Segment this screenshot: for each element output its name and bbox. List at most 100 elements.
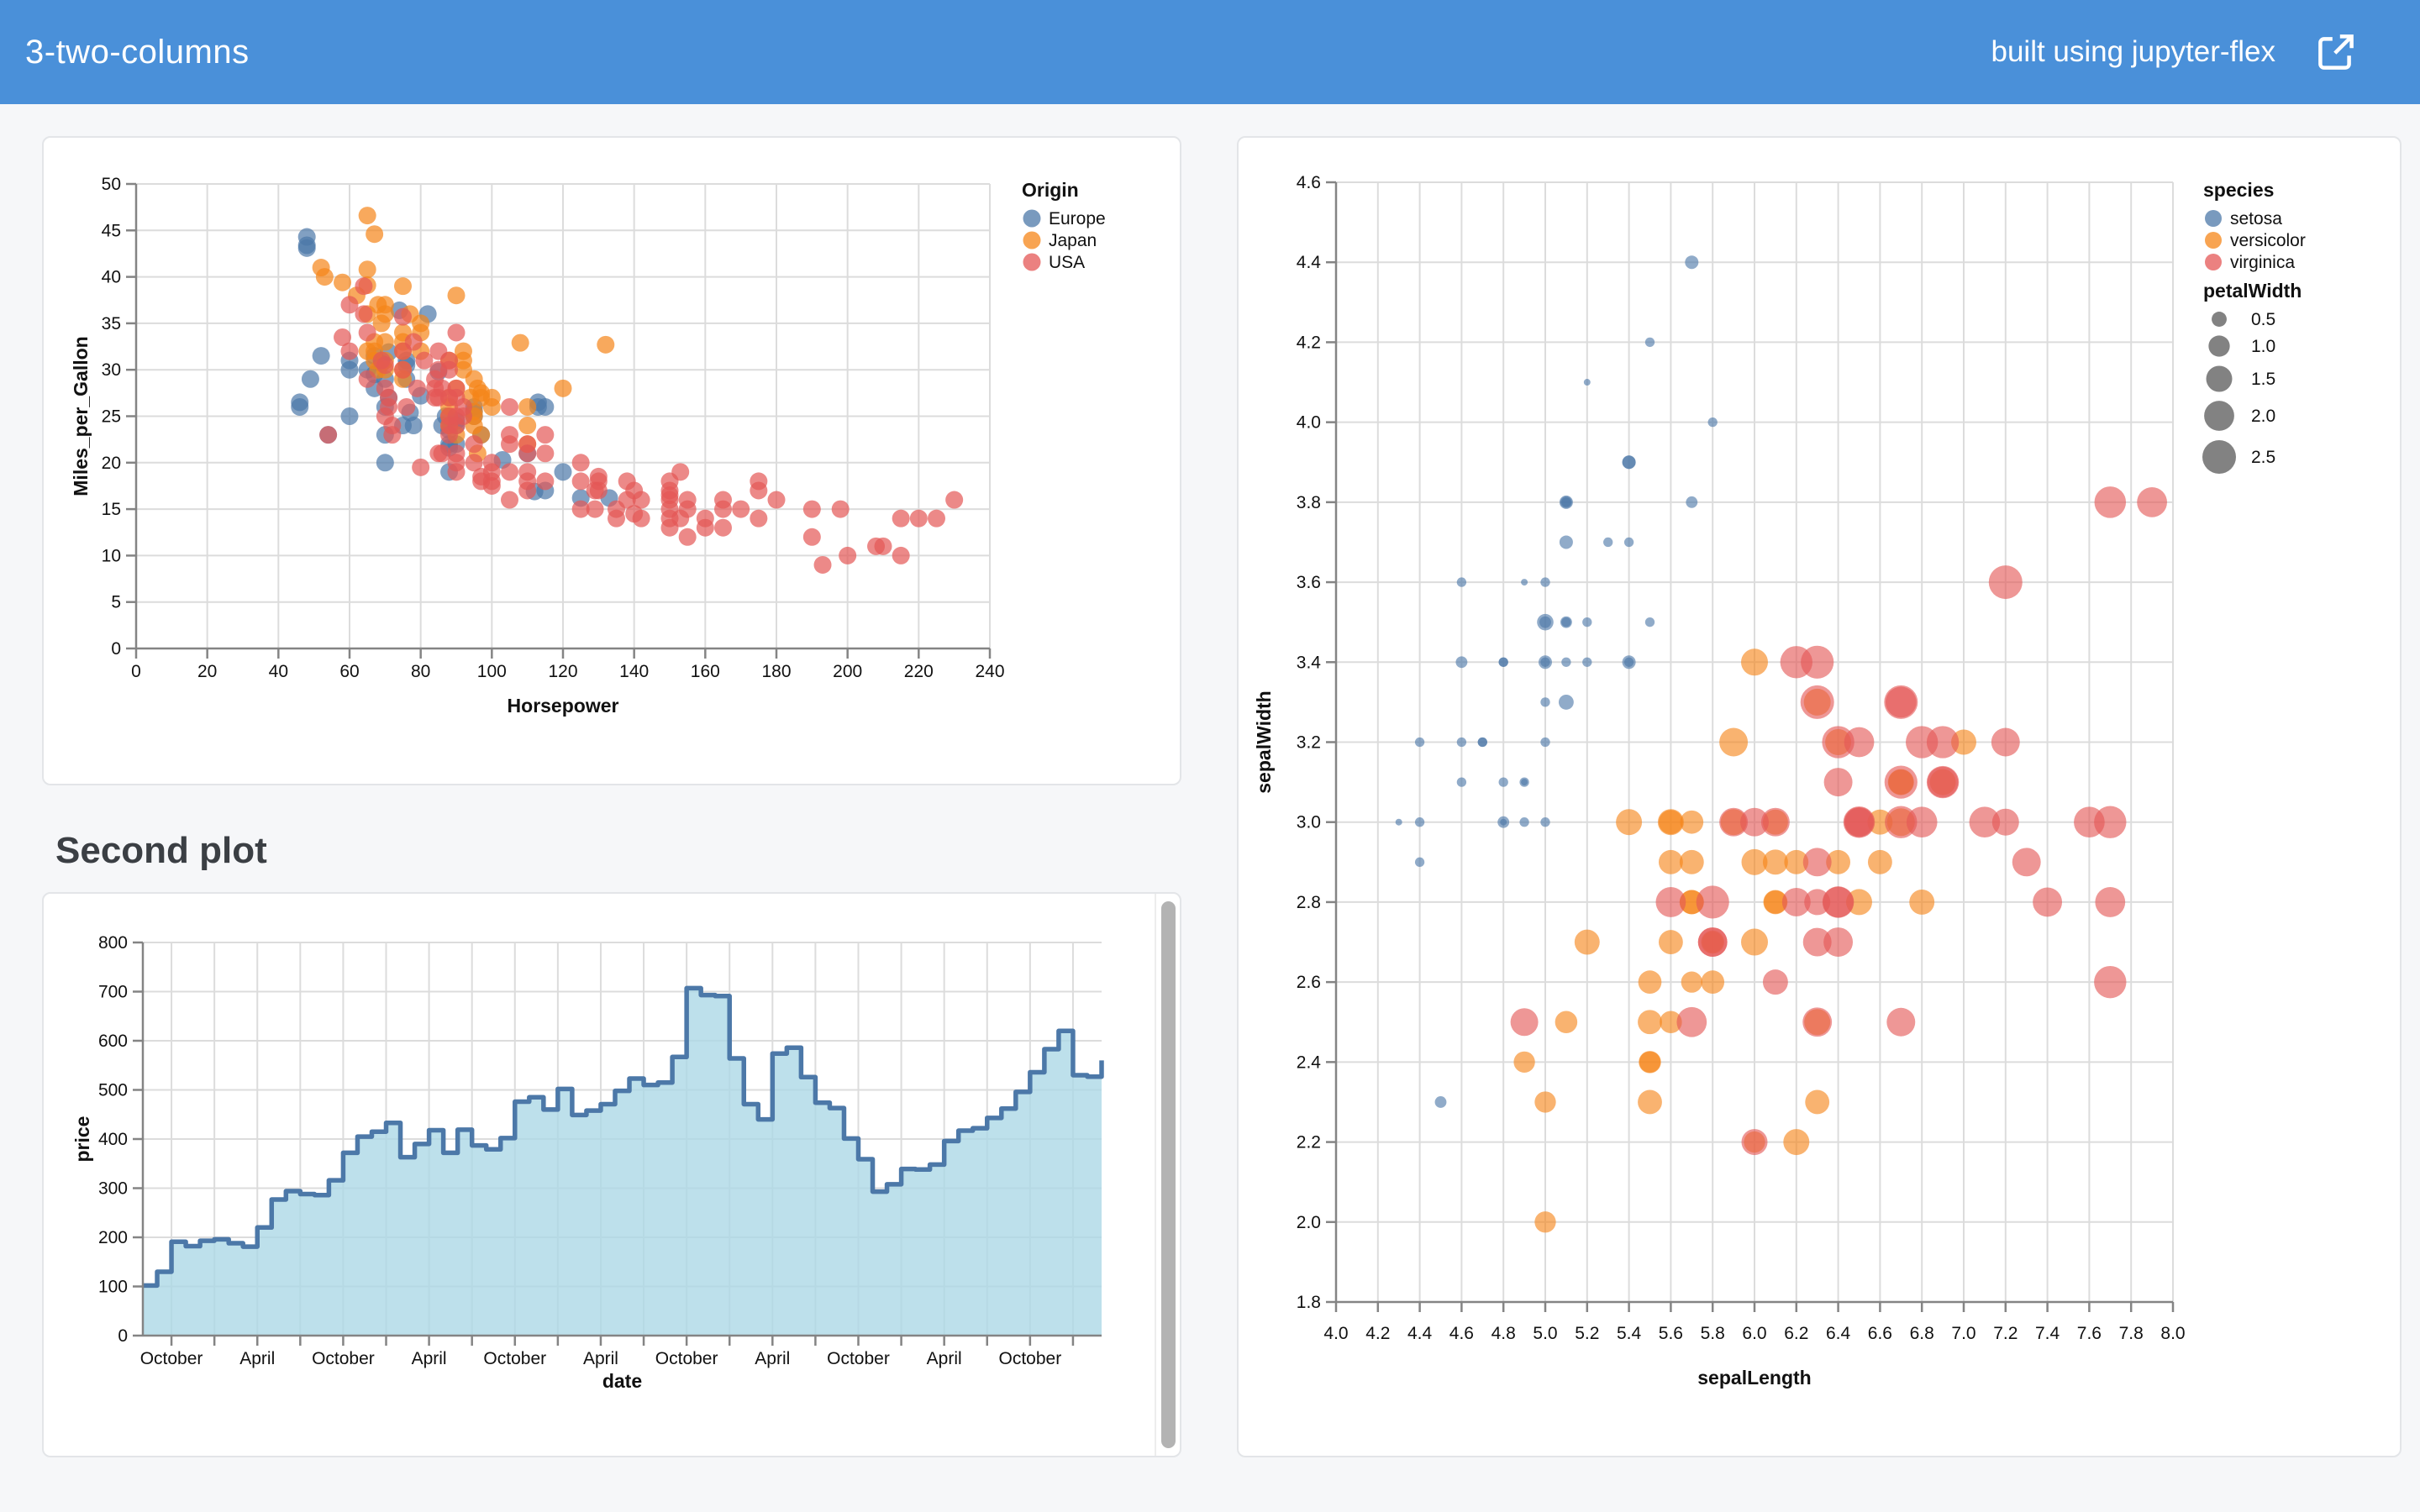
svg-text:4.0: 4.0 — [1323, 1324, 1348, 1343]
svg-text:2.0: 2.0 — [1297, 1213, 1321, 1232]
svg-text:20: 20 — [102, 454, 121, 473]
svg-text:200: 200 — [98, 1228, 128, 1247]
svg-text:4.6: 4.6 — [1449, 1324, 1474, 1343]
svg-text:3.0: 3.0 — [1297, 813, 1321, 832]
svg-text:April: April — [927, 1349, 962, 1368]
svg-text:3.6: 3.6 — [1297, 573, 1321, 592]
svg-text:October: October — [312, 1349, 375, 1368]
series-usa — [319, 277, 964, 574]
svg-text:5.4: 5.4 — [1617, 1324, 1642, 1343]
svg-text:2.5: 2.5 — [2251, 448, 2275, 467]
external-link-icon[interactable] — [2316, 32, 2356, 72]
svg-text:6.8: 6.8 — [1910, 1324, 1934, 1343]
svg-text:species: species — [2203, 179, 2274, 201]
scrollbar-thumb[interactable] — [1161, 901, 1176, 1448]
svg-text:40: 40 — [102, 268, 121, 287]
iris-points — [1395, 255, 2167, 1233]
svg-text:140: 140 — [619, 662, 649, 681]
svg-text:2.2: 2.2 — [1297, 1133, 1321, 1152]
svg-text:35: 35 — [102, 314, 121, 333]
svg-text:300: 300 — [98, 1179, 128, 1199]
svg-text:4.6: 4.6 — [1297, 173, 1321, 192]
svg-text:3.2: 3.2 — [1297, 733, 1321, 753]
svg-text:4.2: 4.2 — [1297, 333, 1321, 352]
svg-text:800: 800 — [98, 933, 128, 953]
iris-bubble-chart: 1.8 2.0 2.2 2.4 2.6 2.8 3.0 3.2 3.4 3.6 3.8 4.0 4.2 4… — [1253, 173, 2306, 1389]
scrollbar-track[interactable] — [1155, 894, 1180, 1456]
svg-text:October: October — [140, 1349, 203, 1368]
price-area-chart: 0 100 200 300 400 500 600 700 800 October April Oct… — [71, 933, 1104, 1392]
svg-text:April: April — [412, 1349, 447, 1368]
svg-text:30: 30 — [102, 360, 121, 380]
svg-text:500: 500 — [98, 1081, 128, 1100]
svg-text:sepalLength: sepalLength — [1697, 1367, 1811, 1389]
svg-text:7.4: 7.4 — [2035, 1324, 2060, 1343]
svg-text:15: 15 — [102, 500, 121, 519]
svg-text:0: 0 — [118, 1326, 128, 1346]
page-title: 3-two-columns — [25, 33, 250, 71]
svg-text:1.8: 1.8 — [1297, 1293, 1321, 1312]
svg-text:7.2: 7.2 — [1993, 1324, 2018, 1343]
svg-text:200: 200 — [833, 662, 862, 681]
svg-text:6.4: 6.4 — [1826, 1324, 1851, 1343]
svg-text:2.4: 2.4 — [1297, 1053, 1322, 1072]
svg-text:versicolor: versicolor — [2230, 231, 2306, 250]
svg-text:6.6: 6.6 — [1868, 1324, 1892, 1343]
svg-text:April: April — [239, 1349, 275, 1368]
svg-text:40: 40 — [269, 662, 288, 681]
svg-text:petalWidth: petalWidth — [2203, 280, 2302, 302]
svg-text:160: 160 — [691, 662, 720, 681]
svg-text:50: 50 — [102, 175, 121, 194]
svg-text:USA: USA — [1049, 253, 1085, 272]
svg-text:10: 10 — [102, 546, 121, 565]
svg-text:4.4: 4.4 — [1297, 253, 1322, 272]
svg-text:0: 0 — [111, 639, 121, 659]
svg-text:6.2: 6.2 — [1784, 1324, 1808, 1343]
card-second-plot: 0 100 200 300 400 500 600 700 800 October April Oct… — [42, 892, 1181, 1457]
svg-text:5.2: 5.2 — [1575, 1324, 1599, 1343]
svg-text:240: 240 — [975, 662, 1004, 681]
svg-text:2.8: 2.8 — [1297, 893, 1321, 912]
card-first-plot: 0 5 10 15 20 25 30 35 40 45 50 0 20 40 60 80 100 120 140 16… — [42, 136, 1181, 785]
svg-text:virginica: virginica — [2230, 253, 2295, 272]
svg-text:0.5: 0.5 — [2251, 310, 2275, 329]
svg-text:sepalWidth: sepalWidth — [1253, 690, 1275, 793]
svg-text:date: date — [602, 1370, 642, 1392]
svg-text:setosa: setosa — [2230, 209, 2282, 228]
svg-text:3.4: 3.4 — [1297, 653, 1322, 672]
svg-text:1.5: 1.5 — [2251, 370, 2275, 389]
svg-text:80: 80 — [411, 662, 430, 681]
svg-text:October: October — [827, 1349, 890, 1368]
svg-text:4.4: 4.4 — [1407, 1324, 1433, 1343]
svg-text:7.6: 7.6 — [2077, 1324, 2102, 1343]
svg-text:8.0: 8.0 — [2160, 1324, 2185, 1343]
svg-text:25: 25 — [102, 407, 121, 427]
svg-text:4.2: 4.2 — [1365, 1324, 1390, 1343]
navbar: 3-two-columns built using jupyter-flex — [0, 0, 2420, 104]
second-plot-heading: Second plot — [55, 830, 267, 871]
svg-text:2.6: 2.6 — [1297, 973, 1321, 992]
svg-text:Japan: Japan — [1049, 231, 1097, 250]
svg-text:600: 600 — [98, 1032, 128, 1051]
navbar-right: built using jupyter-flex — [1991, 32, 2357, 72]
svg-text:5.0: 5.0 — [1533, 1324, 1557, 1343]
svg-text:60: 60 — [339, 662, 359, 681]
svg-text:April: April — [583, 1349, 618, 1368]
svg-text:400: 400 — [98, 1130, 128, 1149]
built-with-label: built using jupyter-flex — [1991, 35, 2276, 68]
svg-text:3.8: 3.8 — [1297, 493, 1321, 512]
svg-text:price: price — [71, 1116, 93, 1163]
svg-text:220: 220 — [904, 662, 934, 681]
svg-text:2.0: 2.0 — [2251, 407, 2275, 426]
svg-text:October: October — [655, 1349, 718, 1368]
card-iris-plot: 1.8 2.0 2.2 2.4 2.6 2.8 3.0 3.2 3.4 3.6 3.8 4.0 4.2 4… — [1237, 136, 2402, 1457]
svg-text:Europe: Europe — [1049, 209, 1106, 228]
svg-text:180: 180 — [761, 662, 791, 681]
svg-text:100: 100 — [477, 662, 507, 681]
svg-text:20: 20 — [197, 662, 217, 681]
svg-text:7.0: 7.0 — [1951, 1324, 1975, 1343]
svg-text:October: October — [998, 1349, 1061, 1368]
svg-text:0: 0 — [131, 662, 141, 681]
cars-scatter-chart: 0 5 10 15 20 25 30 35 40 45 50 0 20 40 60 80 100 120 140 16… — [70, 175, 1106, 717]
svg-text:Origin: Origin — [1022, 179, 1079, 201]
